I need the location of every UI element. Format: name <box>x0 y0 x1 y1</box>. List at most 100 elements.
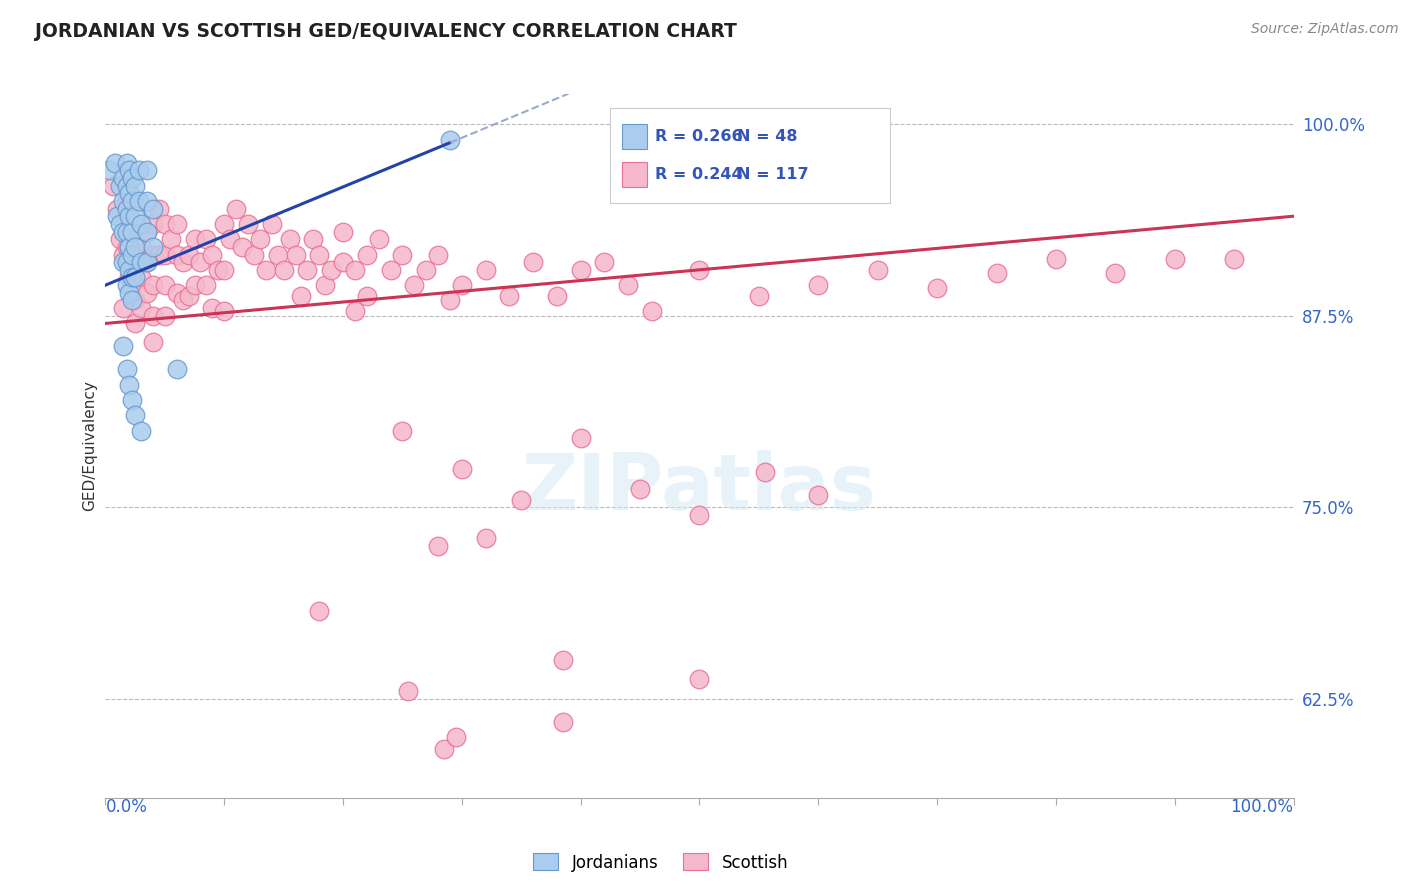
Point <box>308 247 330 261</box>
Point <box>121 270 143 285</box>
Point <box>439 133 461 147</box>
Text: 100.0%: 100.0% <box>1230 798 1294 816</box>
Point <box>689 672 711 686</box>
Point <box>427 539 450 553</box>
Point <box>427 247 450 261</box>
Point <box>142 278 165 293</box>
Point <box>129 240 152 254</box>
Point <box>115 225 138 239</box>
Point <box>148 202 170 216</box>
Point <box>118 163 141 178</box>
Point <box>153 217 176 231</box>
Point <box>121 278 143 293</box>
Point <box>115 202 138 216</box>
Point <box>290 289 312 303</box>
Point <box>136 225 159 239</box>
Point <box>689 262 711 277</box>
Point <box>551 714 574 729</box>
Text: ZIPatlas: ZIPatlas <box>522 450 877 526</box>
Point <box>142 334 165 349</box>
Point <box>104 155 127 169</box>
Point <box>121 225 143 239</box>
Text: Source: ZipAtlas.com: Source: ZipAtlas.com <box>1251 22 1399 37</box>
Point <box>569 431 592 445</box>
Point <box>112 255 135 269</box>
Point <box>121 255 143 269</box>
Point <box>297 262 319 277</box>
Point <box>166 362 188 376</box>
Point <box>118 270 141 285</box>
Point <box>195 278 218 293</box>
Text: N = 48: N = 48 <box>737 128 797 144</box>
Point <box>866 262 889 277</box>
Point <box>332 255 354 269</box>
Point <box>177 289 200 303</box>
Point <box>115 240 138 254</box>
Point <box>108 217 131 231</box>
Y-axis label: GED/Equivalency: GED/Equivalency <box>82 381 97 511</box>
Point <box>474 262 496 277</box>
Point <box>112 339 135 353</box>
Point <box>153 247 176 261</box>
Point <box>207 262 229 277</box>
Point <box>433 742 456 756</box>
Point <box>214 262 236 277</box>
Point <box>641 304 664 318</box>
Point <box>214 304 236 318</box>
Point <box>332 225 354 239</box>
Point <box>108 178 131 193</box>
Point <box>128 163 150 178</box>
Point <box>689 508 711 522</box>
Point <box>404 278 426 293</box>
Point <box>121 247 143 261</box>
Point <box>112 194 135 208</box>
Point <box>498 289 520 303</box>
Point <box>128 194 150 208</box>
Text: R = 0.266: R = 0.266 <box>655 128 742 144</box>
Point <box>391 247 413 261</box>
Point <box>415 262 437 277</box>
Point <box>124 232 146 246</box>
Point <box>118 240 141 254</box>
Point <box>121 293 143 308</box>
Point <box>1164 252 1187 266</box>
Point <box>121 392 143 407</box>
Point <box>136 163 159 178</box>
Point <box>201 301 224 315</box>
Point <box>986 266 1008 280</box>
Point <box>129 255 152 269</box>
Point <box>617 278 640 293</box>
Point <box>148 247 170 261</box>
Point <box>807 488 830 502</box>
Point <box>450 278 472 293</box>
Point <box>243 247 266 261</box>
Point <box>112 170 135 185</box>
Legend: Jordanians, Scottish: Jordanians, Scottish <box>529 848 793 877</box>
Point <box>321 262 343 277</box>
Point <box>124 270 146 285</box>
Point <box>172 293 194 308</box>
Point <box>177 247 200 261</box>
Point <box>112 301 135 315</box>
Point <box>214 217 236 231</box>
Point <box>925 281 948 295</box>
Point <box>356 289 378 303</box>
Point <box>129 424 152 438</box>
Point <box>142 240 165 254</box>
Point <box>115 362 138 376</box>
Point <box>439 293 461 308</box>
Point <box>112 247 135 261</box>
Point <box>121 194 143 208</box>
Point <box>195 232 218 246</box>
Point <box>112 225 135 239</box>
Point <box>115 155 138 169</box>
Point <box>118 186 141 201</box>
Text: R = 0.244: R = 0.244 <box>655 167 742 182</box>
Point <box>136 255 159 269</box>
Point <box>551 653 574 667</box>
Point <box>124 293 146 308</box>
Point <box>225 202 247 216</box>
Point <box>308 604 330 618</box>
Point <box>593 255 616 269</box>
Text: 0.0%: 0.0% <box>105 798 148 816</box>
